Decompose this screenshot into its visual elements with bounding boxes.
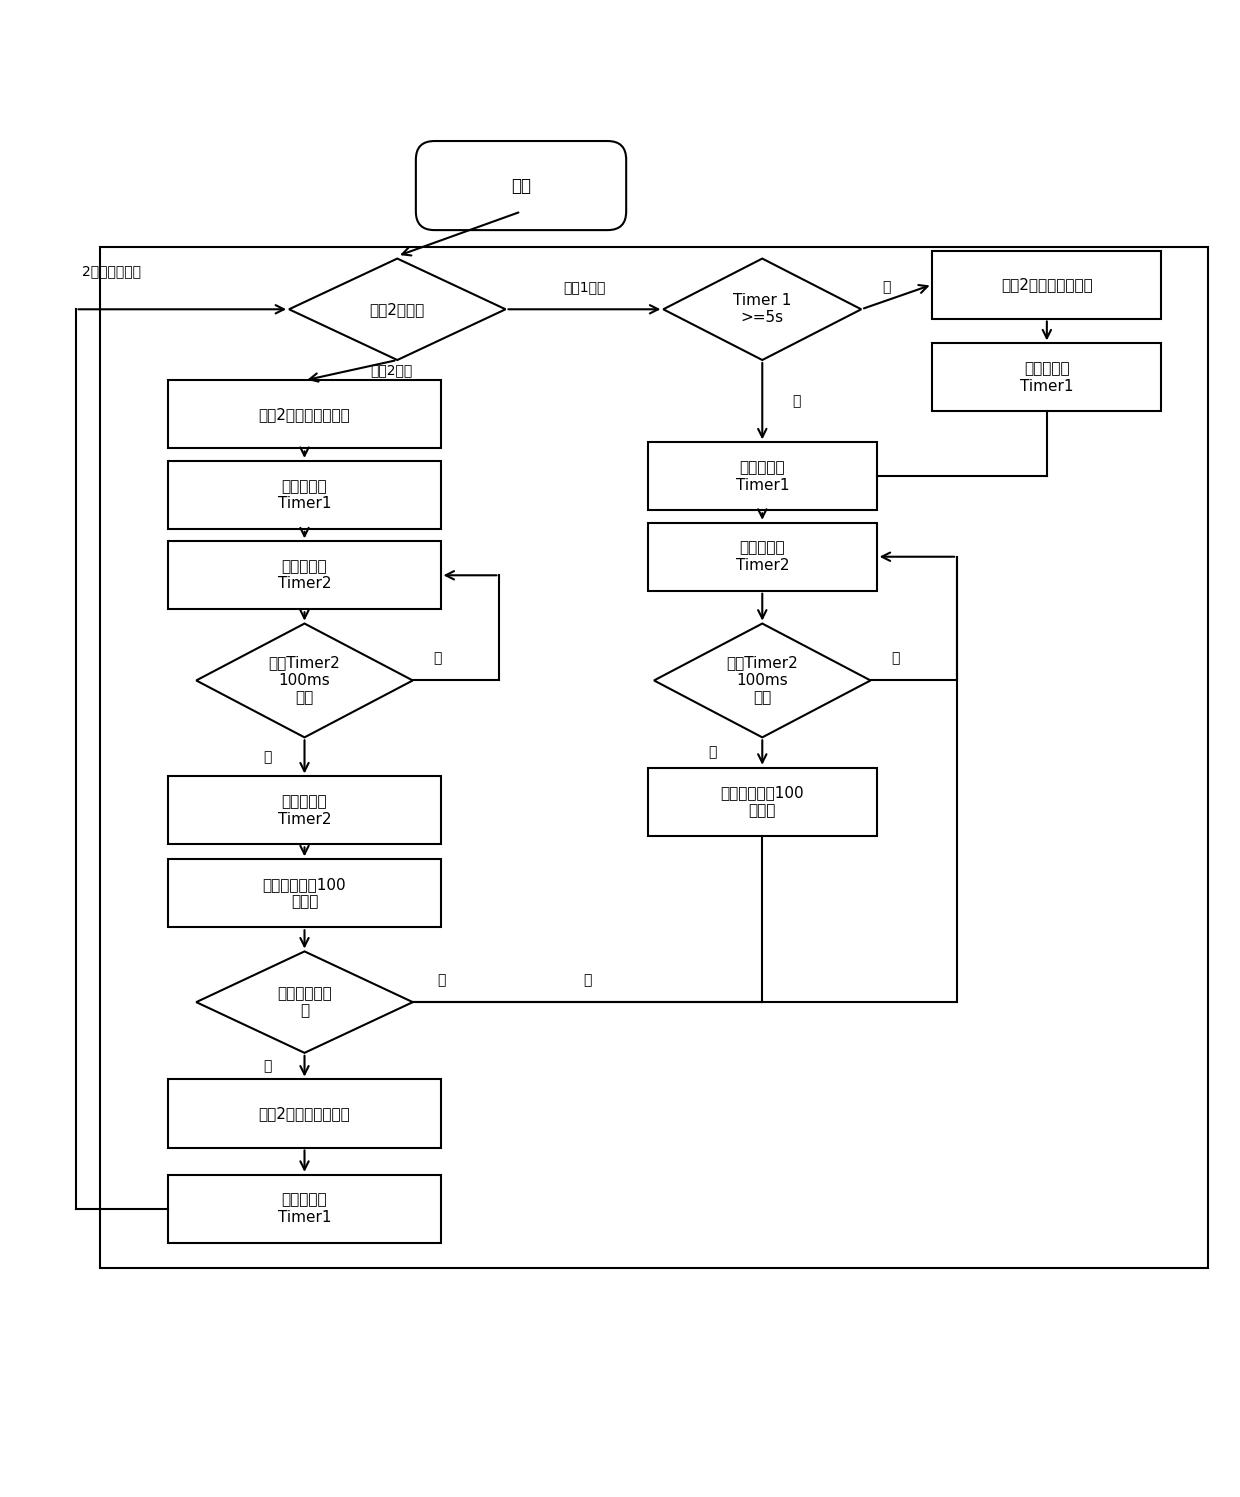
Text: 清零定时器
Timer1: 清零定时器 Timer1 <box>1021 361 1074 394</box>
Bar <box>647 442 877 510</box>
Text: 重启定时器
Timer1: 重启定时器 Timer1 <box>278 479 331 510</box>
Text: 等待Timer2
100ms
超时: 等待Timer2 100ms 超时 <box>727 656 799 705</box>
Text: 否: 否 <box>892 651 899 666</box>
Text: 队列1有包: 队列1有包 <box>563 280 605 293</box>
Text: 下发小于等于100
数据包: 下发小于等于100 数据包 <box>720 786 804 817</box>
Bar <box>100 247 1208 1268</box>
Bar <box>932 250 1162 319</box>
Text: 队列2中加入同步消息: 队列2中加入同步消息 <box>259 1106 351 1121</box>
Text: 无: 无 <box>263 1060 272 1073</box>
Text: 重启定时器
Timer2: 重启定时器 Timer2 <box>735 540 789 573</box>
Text: 清零定时器
Timer2: 清零定时器 Timer2 <box>278 795 331 826</box>
Bar <box>169 1175 440 1243</box>
Bar <box>169 1079 440 1148</box>
Text: 有: 有 <box>438 973 446 988</box>
FancyBboxPatch shape <box>415 141 626 231</box>
Text: 重启定时器
Timer2: 重启定时器 Timer2 <box>278 558 331 591</box>
Text: 是: 是 <box>882 280 890 293</box>
Bar <box>647 768 877 835</box>
Text: 等待Timer2
100ms
超时: 等待Timer2 100ms 超时 <box>269 656 341 705</box>
Text: 队列2中加入同步消息: 队列2中加入同步消息 <box>259 407 351 422</box>
Text: 队列2中加入同步消息: 队列2中加入同步消息 <box>1001 277 1092 292</box>
Bar <box>169 380 440 449</box>
Text: 轮询2个队列: 轮询2个队列 <box>370 302 425 317</box>
Bar <box>169 777 440 844</box>
Text: 否: 否 <box>792 394 801 409</box>
Polygon shape <box>663 259 862 359</box>
Text: 队列2有包: 队列2有包 <box>370 364 412 377</box>
Polygon shape <box>196 952 413 1052</box>
Text: 否: 否 <box>433 651 441 666</box>
Text: Timer 1
>=5s: Timer 1 >=5s <box>733 293 791 325</box>
Bar <box>169 859 440 927</box>
Bar <box>932 343 1162 412</box>
Text: 是: 是 <box>263 750 272 763</box>
Text: 有: 有 <box>583 973 591 988</box>
Text: 下发小于等于100
数据包: 下发小于等于100 数据包 <box>263 877 346 910</box>
Polygon shape <box>653 624 870 738</box>
Bar <box>647 522 877 591</box>
Text: 开始: 开始 <box>511 177 531 195</box>
Bar <box>169 461 440 528</box>
Polygon shape <box>289 259 506 359</box>
Text: 是: 是 <box>708 746 717 759</box>
Text: 2个队列均无包: 2个队列均无包 <box>82 265 141 278</box>
Bar <box>169 542 440 609</box>
Text: 队列中是否有
包: 队列中是否有 包 <box>277 987 332 1018</box>
Text: 启动定时器
Timer1: 启动定时器 Timer1 <box>735 460 789 493</box>
Polygon shape <box>196 624 413 738</box>
Text: 清零定时器
Timer1: 清零定时器 Timer1 <box>278 1193 331 1225</box>
